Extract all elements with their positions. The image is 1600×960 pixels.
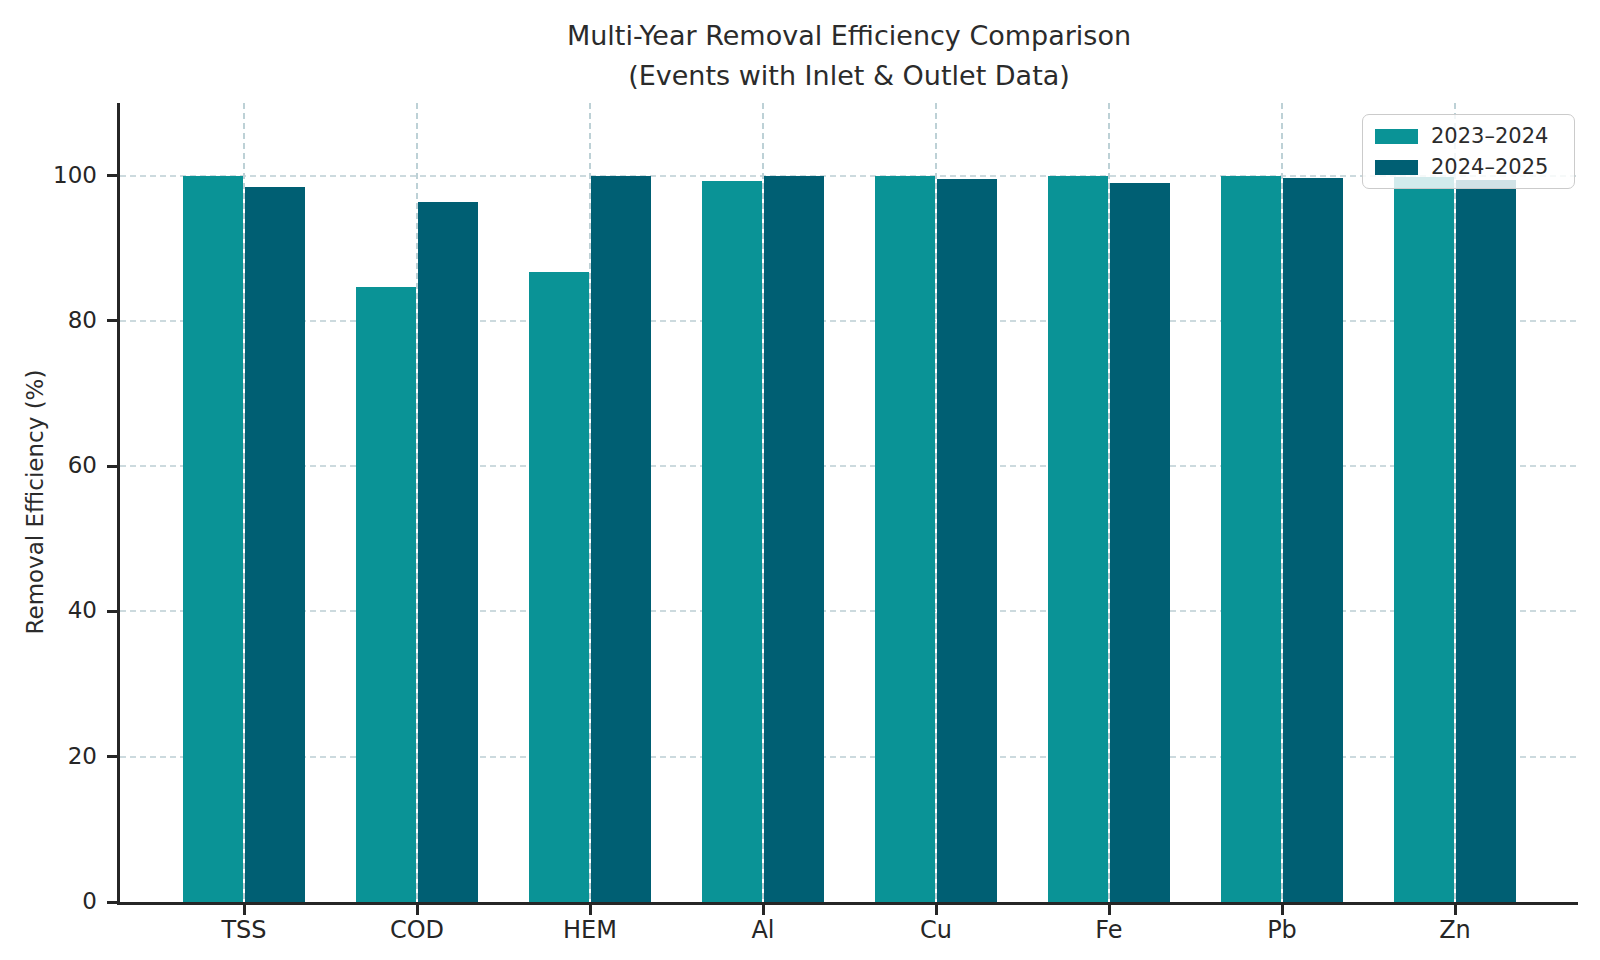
legend-swatch-2024-2025 bbox=[1375, 160, 1418, 175]
gridline-horizontal bbox=[120, 175, 1578, 177]
bar-hem-series1 bbox=[529, 272, 589, 902]
bar-hem-series2 bbox=[591, 176, 651, 902]
bar-cod-series2 bbox=[418, 202, 478, 902]
x-tick-mark bbox=[243, 905, 246, 915]
bar-al-series2 bbox=[764, 176, 824, 902]
gridline-horizontal bbox=[120, 320, 1578, 322]
x-tick-label: TSS bbox=[174, 916, 314, 944]
bar-fe-series1 bbox=[1048, 176, 1108, 902]
x-tick-mark bbox=[762, 905, 765, 915]
x-tick-label: Fe bbox=[1039, 916, 1179, 944]
bar-pb-series2 bbox=[1283, 178, 1343, 902]
bar-zn-series2 bbox=[1456, 180, 1516, 902]
legend-label: 2024–2025 bbox=[1431, 155, 1548, 179]
y-tick-label: 0 bbox=[17, 888, 97, 914]
y-tick-label: 80 bbox=[17, 307, 97, 333]
bar-al-series1 bbox=[702, 181, 762, 902]
bar-cu-series2 bbox=[937, 179, 997, 902]
bar-cod-series1 bbox=[356, 287, 416, 902]
y-tick-label: 20 bbox=[17, 743, 97, 769]
x-tick-label: Zn bbox=[1385, 916, 1525, 944]
y-tick-mark bbox=[107, 319, 117, 322]
y-tick-mark bbox=[107, 610, 117, 613]
legend-entry-2024-2025: 2024–2025 bbox=[1375, 155, 1562, 179]
figure: Multi-Year Removal Efficiency Comparison… bbox=[0, 0, 1600, 960]
legend: 2023–2024 2024–2025 bbox=[1362, 114, 1575, 189]
bar-tss-series1 bbox=[183, 176, 243, 902]
y-tick-mark bbox=[107, 755, 117, 758]
x-tick-label: Pb bbox=[1212, 916, 1352, 944]
x-tick-label: HEM bbox=[520, 916, 660, 944]
chart-subtitle: (Events with Inlet & Outlet Data) bbox=[120, 58, 1578, 94]
bar-cu-series1 bbox=[875, 176, 935, 902]
bar-fe-series2 bbox=[1110, 183, 1170, 902]
gridline-horizontal bbox=[120, 465, 1578, 467]
x-tick-label: COD bbox=[347, 916, 487, 944]
x-tick-label: Cu bbox=[866, 916, 1006, 944]
y-tick-mark bbox=[107, 174, 117, 177]
gridline-horizontal bbox=[120, 756, 1578, 758]
gridline-horizontal bbox=[120, 610, 1578, 612]
legend-swatch-2023-2024 bbox=[1375, 129, 1418, 144]
bar-tss-series2 bbox=[245, 187, 305, 902]
bar-pb-series1 bbox=[1221, 176, 1281, 902]
y-tick-mark bbox=[107, 465, 117, 468]
plot-area bbox=[117, 103, 1578, 905]
y-tick-label: 40 bbox=[17, 597, 97, 623]
chart-title: Multi-Year Removal Efficiency Comparison bbox=[120, 18, 1578, 54]
legend-entry-2023-2024: 2023–2024 bbox=[1375, 124, 1562, 148]
x-tick-mark bbox=[1454, 905, 1457, 915]
y-tick-label: 100 bbox=[17, 162, 97, 188]
bar-zn-series1 bbox=[1394, 177, 1454, 902]
x-tick-mark bbox=[589, 905, 592, 915]
y-tick-label: 60 bbox=[17, 452, 97, 478]
x-tick-mark bbox=[416, 905, 419, 915]
x-tick-mark bbox=[1108, 905, 1111, 915]
y-tick-mark bbox=[107, 901, 117, 904]
x-tick-mark bbox=[1281, 905, 1284, 915]
x-tick-label: Al bbox=[693, 916, 833, 944]
legend-label: 2023–2024 bbox=[1431, 124, 1548, 148]
x-tick-mark bbox=[935, 905, 938, 915]
